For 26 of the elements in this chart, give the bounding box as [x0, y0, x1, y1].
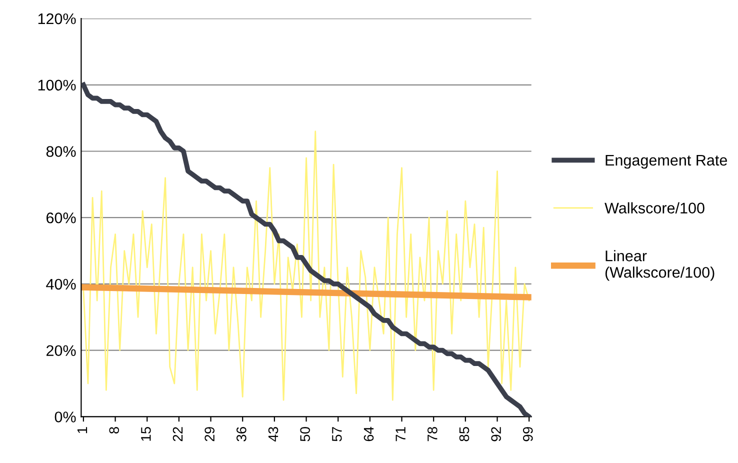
y-tick-label: 100% [38, 80, 76, 91]
x-tick-label: 99 [522, 427, 533, 442]
x-tick-label: 1 [77, 427, 88, 434]
y-tick-label: 0% [54, 412, 76, 422]
y-tick-label: 40% [46, 278, 76, 290]
y-tick-label: 20% [46, 345, 76, 356]
x-tick-label: 64 [364, 426, 374, 442]
x-tick-label: 22 [172, 427, 183, 442]
y-tick-label: 120% [38, 13, 76, 24]
x-tick-label: 85 [459, 427, 470, 442]
x-tick-label: 29 [204, 427, 215, 442]
x-tick-label: 57 [332, 427, 342, 442]
x-tick-label: 36 [236, 427, 246, 442]
x-tick-label: 71 [396, 427, 406, 442]
y-tick-label: 60% [46, 212, 76, 224]
legend-label: Engagement Rate [606, 154, 728, 169]
y-tick-label: 80% [46, 146, 76, 157]
x-tick-label: 50 [300, 426, 310, 442]
x-tick-label: 8 [109, 427, 120, 434]
x-tick-label: 43 [268, 427, 278, 442]
legend-label: Walkscore/100 [604, 202, 704, 214]
x-tick-label: 78 [427, 427, 438, 442]
x-tick-label: 92 [491, 427, 501, 442]
line-series [82, 130, 530, 401]
legend-label: Linear (Walkscore/100) [605, 250, 714, 281]
x-tick-label: 15 [141, 427, 151, 441]
